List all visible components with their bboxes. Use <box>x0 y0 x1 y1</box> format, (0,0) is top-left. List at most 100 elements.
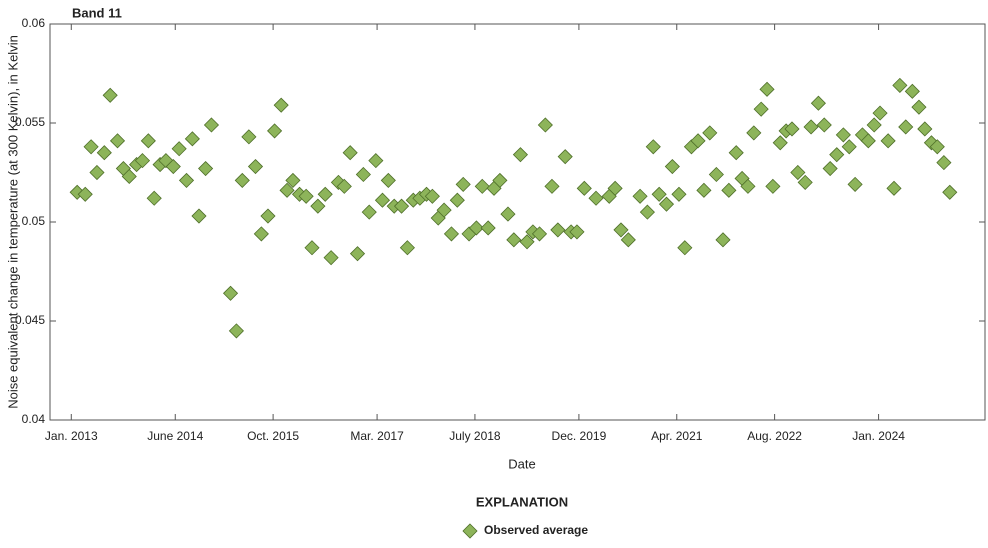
data-point <box>872 105 888 121</box>
data-point <box>393 198 410 214</box>
data-point <box>677 240 693 256</box>
data-point <box>803 119 819 135</box>
data-point <box>829 147 845 163</box>
data-point <box>222 285 239 301</box>
data-point <box>310 198 326 214</box>
data-point <box>632 188 648 204</box>
data-point <box>671 186 687 202</box>
y-tick-label: 0.06 <box>22 16 46 30</box>
data-point <box>374 192 391 208</box>
data-point <box>304 240 320 256</box>
data-point <box>651 186 667 202</box>
data-point <box>708 166 724 183</box>
x-tick-label: Apr. 2021 <box>651 429 703 443</box>
data-point <box>273 97 289 113</box>
data-point <box>449 192 465 208</box>
data-point <box>480 220 496 236</box>
data-point <box>715 232 731 248</box>
data-point <box>361 204 377 220</box>
data-point <box>544 178 560 194</box>
x-tick-label: Mar. 2017 <box>350 429 404 443</box>
data-point <box>512 147 529 163</box>
data-point <box>96 145 112 161</box>
data-point <box>790 164 806 181</box>
x-tick-label: Aug. 2022 <box>747 429 802 443</box>
data-point <box>368 153 384 169</box>
data-point <box>690 133 706 149</box>
data-point <box>929 139 945 155</box>
data-point <box>696 182 712 198</box>
data-point <box>613 222 629 238</box>
data-point <box>77 186 93 202</box>
data-point <box>847 176 863 192</box>
x-tick-label: Jan. 2024 <box>852 429 905 443</box>
x-tick-label: Jan. 2013 <box>45 429 98 443</box>
data-point <box>474 178 490 194</box>
data-point <box>342 145 358 161</box>
chart-title: Band 11 <box>72 5 122 20</box>
data-point <box>158 153 174 169</box>
data-point <box>746 125 762 141</box>
data-point <box>247 158 264 175</box>
data-point <box>102 87 118 103</box>
legend-marker <box>462 523 478 539</box>
data-point <box>835 127 851 143</box>
data-point <box>740 178 756 194</box>
data-point <box>898 119 914 135</box>
y-tick-label: 0.04 <box>22 412 46 426</box>
data-point <box>317 186 333 202</box>
legend-title: EXPLANATION <box>476 494 568 509</box>
data-point <box>468 220 484 236</box>
data-point <box>550 222 566 238</box>
data-point <box>267 123 283 139</box>
data-point <box>506 232 522 248</box>
data-point <box>241 129 257 145</box>
data-point <box>588 190 604 206</box>
data-point <box>279 182 295 198</box>
data-point <box>765 178 781 194</box>
data-point <box>184 131 200 147</box>
data-point <box>89 164 105 181</box>
data-point <box>198 160 214 177</box>
legend-label: Observed average <box>484 523 588 537</box>
data-point <box>728 145 744 161</box>
data-point <box>537 117 553 133</box>
data-point <box>336 178 352 194</box>
data-point <box>443 226 460 242</box>
data-point <box>822 160 838 177</box>
data-point <box>134 153 151 169</box>
data-point <box>234 172 250 188</box>
data-point <box>639 204 655 220</box>
data-point <box>531 226 548 242</box>
data-point <box>759 81 775 97</box>
data-point <box>810 95 826 111</box>
x-axis-label: Date <box>508 456 535 471</box>
data-point <box>349 246 366 262</box>
data-point <box>784 121 800 137</box>
data-point <box>424 188 440 204</box>
data-point <box>880 133 896 149</box>
data-point <box>658 196 675 212</box>
data-point <box>841 139 857 155</box>
data-point <box>171 141 187 157</box>
data-point <box>753 101 769 117</box>
data-point <box>253 226 269 242</box>
data-point <box>109 133 126 149</box>
data-point <box>911 99 927 115</box>
data-point <box>917 121 933 137</box>
plot-frame <box>49 23 986 421</box>
y-tick-label: 0.045 <box>15 313 45 327</box>
data-point <box>664 158 680 175</box>
data-point <box>191 208 207 224</box>
data-point <box>936 155 952 171</box>
data-point <box>178 172 195 188</box>
data-point <box>892 77 908 93</box>
data-point <box>228 323 244 339</box>
data-point <box>355 166 371 183</box>
data-point <box>500 206 516 222</box>
data-point <box>146 190 162 206</box>
data-point <box>866 117 882 133</box>
data-point <box>620 232 636 248</box>
